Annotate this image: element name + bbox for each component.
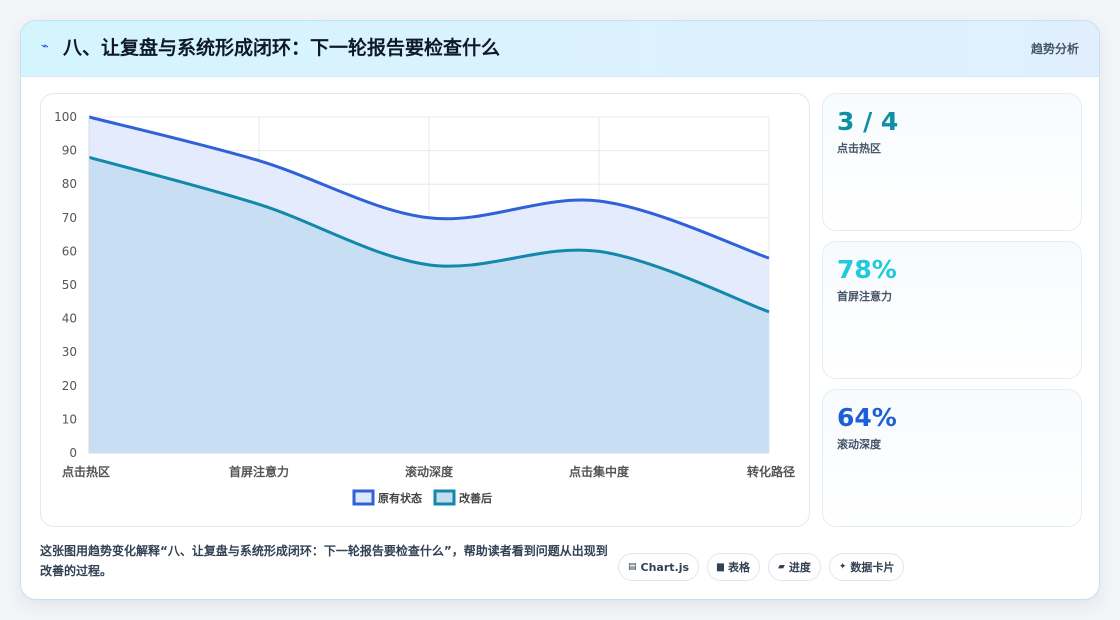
y-tick-label: 30 <box>62 345 77 359</box>
stat-value: 3 / 4 <box>837 107 899 136</box>
area-chart: 0 10 20 30 40 50 60 70 80 90 100 点击热区 首屏注意力 滚动深度 点击集中度… <box>54 110 795 506</box>
legend-swatch <box>352 489 375 506</box>
legend-label: 改善后 <box>459 491 492 505</box>
page-title: 八、让复盘与系统形成闭环：下一轮报告要检查什么 <box>63 37 501 59</box>
trend-icon: ⌁ <box>41 39 49 54</box>
chart-description: 这张图用趋势变化解释“八、让复盘与系统形成闭环：下一轮报告要检查什么”，帮助读者… <box>40 544 608 578</box>
series-area-1 <box>89 157 769 453</box>
x-tick-label: 点击集中度 <box>569 464 630 479</box>
stat-label: 滚动深度 <box>837 438 881 451</box>
legend-swatch <box>433 489 456 506</box>
chip-progress[interactable]: ▰ 进度 <box>767 553 821 581</box>
stat-card-scroll: 64% 滚动深度 <box>822 389 1082 527</box>
x-tick-label: 点击热区 <box>62 464 110 479</box>
x-tick-label: 首屏注意力 <box>229 464 289 479</box>
stat-card-attention: 78% 首屏注意力 <box>822 241 1082 379</box>
chart-icon: ▤ <box>628 562 637 572</box>
y-tick-label: 90 <box>62 144 77 158</box>
x-tick-label: 滚动深度 <box>405 464 454 479</box>
chip-label: Chart.js <box>640 560 690 574</box>
stat-value: 78% <box>837 255 897 284</box>
header-tag: 趋势分析 <box>1030 42 1079 56</box>
chip-data-card[interactable]: ✦ 数据卡片 <box>828 553 905 581</box>
y-tick-label: 80 <box>62 177 77 191</box>
report-card: ⌁ 八、让复盘与系统形成闭环：下一轮报告要检查什么 趋势分析 0 10 20 30 40… <box>20 20 1100 600</box>
y-tick-label: 20 <box>62 379 77 393</box>
chip-chartjs[interactable]: ▤ Chart.js <box>618 553 700 581</box>
chip-label: 表格 <box>727 561 750 574</box>
stat-card-hotspot: 3 / 4 点击热区 <box>822 93 1082 231</box>
stat-label: 点击热区 <box>837 142 881 155</box>
progress-icon: ▰ <box>777 562 785 572</box>
y-tick-label: 50 <box>62 278 77 292</box>
stat-value: 64% <box>837 403 897 432</box>
y-tick-label: 40 <box>62 312 77 326</box>
chip-label: 进度 <box>788 561 811 574</box>
x-tick-label: 转化路径 <box>747 464 795 479</box>
chip-table[interactable]: ▆ 表格 <box>707 553 760 581</box>
stat-label: 首屏注意力 <box>837 290 892 303</box>
chart-panel: 0 10 20 30 40 50 60 70 80 90 100 点击热区 首屏注意力 滚动深度 点击集中度… <box>40 93 810 527</box>
chip-label: 数据卡片 <box>850 561 895 574</box>
chip-row: ▤ Chart.js ▆ 表格 ▰ 进度 ✦ 数据卡片 <box>618 553 905 581</box>
sparkle-icon: ✦ <box>838 562 847 572</box>
y-tick-label: 60 <box>62 244 77 258</box>
card-header: ⌁ 八、让复盘与系统形成闭环：下一轮报告要检查什么 趋势分析 <box>21 21 1099 77</box>
table-icon: ▆ <box>717 562 724 572</box>
legend-label: 原有状态 <box>378 491 422 505</box>
y-tick-label: 100 <box>54 110 77 124</box>
y-tick-label: 70 <box>62 211 77 225</box>
y-tick-label: 0 <box>69 446 77 460</box>
y-tick-label: 10 <box>62 412 77 426</box>
